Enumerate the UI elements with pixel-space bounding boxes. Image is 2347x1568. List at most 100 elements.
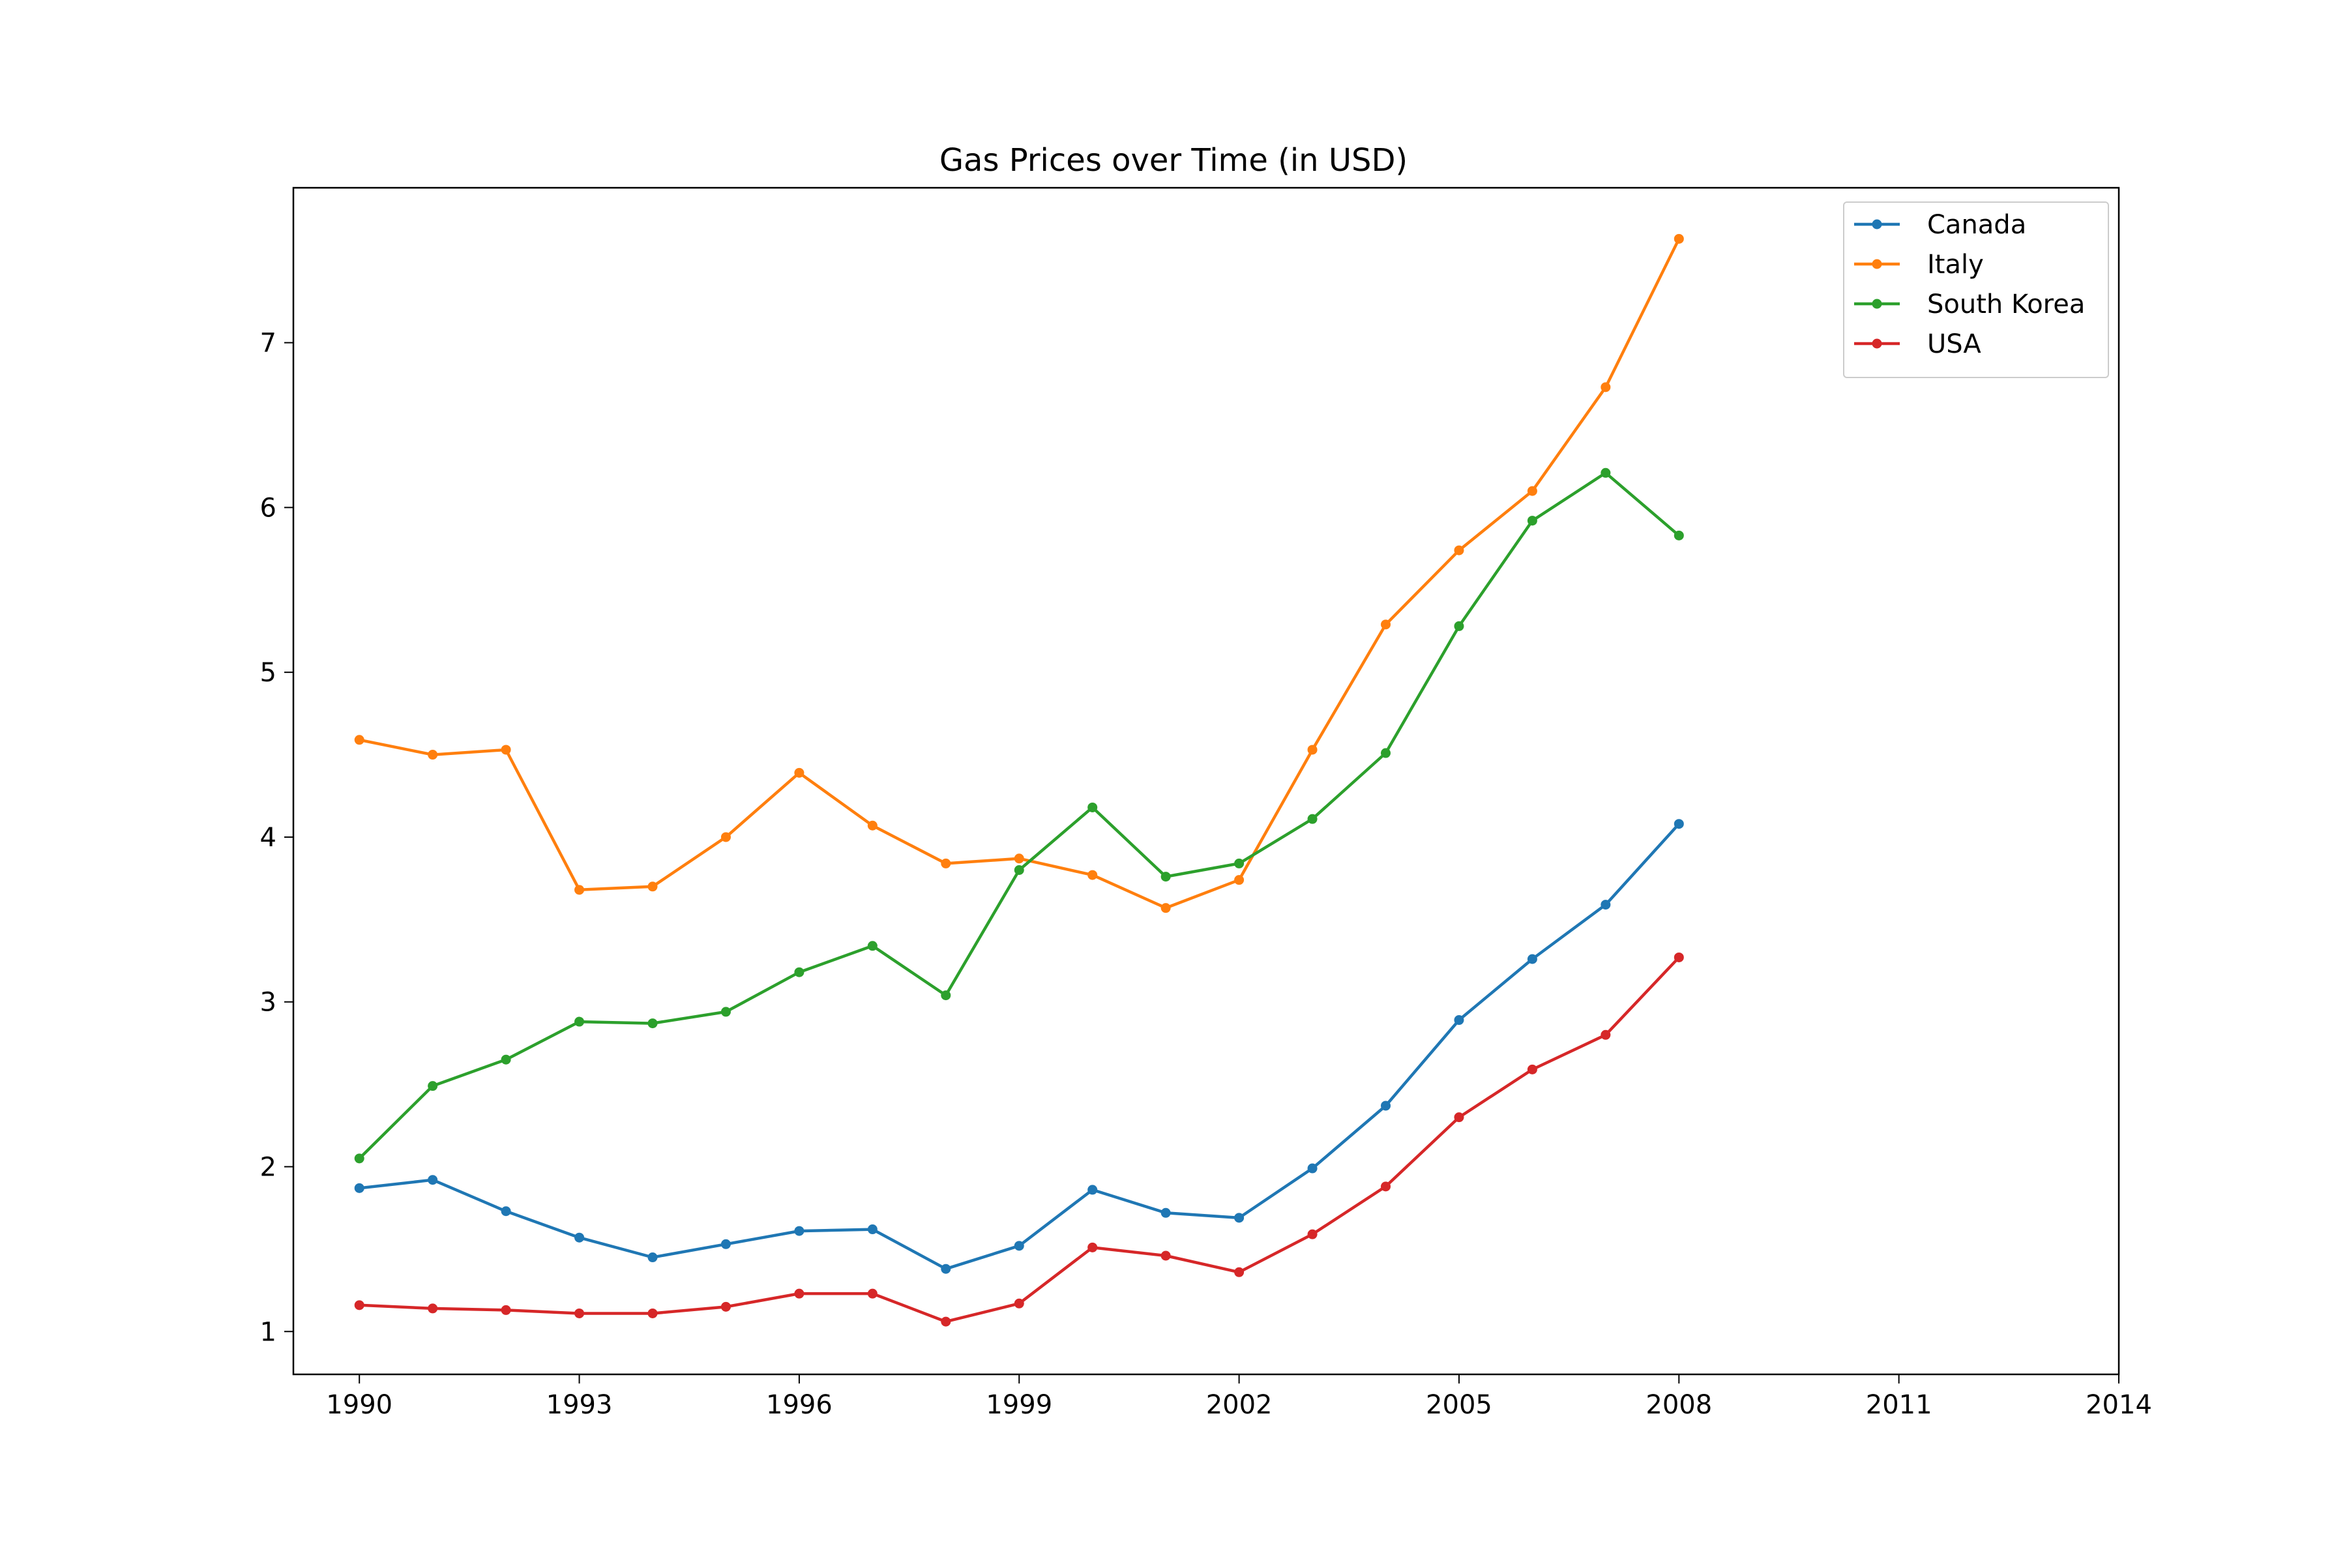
data-point xyxy=(720,1301,731,1312)
data-point xyxy=(794,1226,804,1236)
legend-marker xyxy=(1872,299,1882,309)
legend-item: Canada xyxy=(1854,210,2026,240)
y-tick-label: 6 xyxy=(260,493,276,523)
data-point xyxy=(1087,1185,1098,1195)
series-italy xyxy=(354,233,1684,913)
data-point xyxy=(354,1183,364,1193)
data-point xyxy=(354,1153,364,1164)
data-point xyxy=(1307,1163,1318,1174)
data-point xyxy=(794,1288,804,1299)
data-point xyxy=(1381,1101,1391,1111)
data-point xyxy=(501,745,511,755)
data-point xyxy=(354,1300,364,1310)
data-point xyxy=(867,1224,878,1235)
data-point xyxy=(941,990,951,1001)
x-tick-label: 2002 xyxy=(1206,1390,1273,1420)
data-point xyxy=(574,1308,585,1318)
plot-frame xyxy=(292,186,2120,1376)
x-tick-label: 1999 xyxy=(986,1390,1052,1420)
legend-label: USA xyxy=(1927,329,1981,359)
data-point xyxy=(501,1305,511,1315)
data-point xyxy=(428,1303,438,1314)
data-point xyxy=(1160,903,1171,913)
y-tick-label: 5 xyxy=(260,658,276,688)
legend-marker xyxy=(1872,338,1882,349)
data-point xyxy=(941,1316,951,1327)
data-point xyxy=(501,1206,511,1217)
x-tick-label: 2005 xyxy=(1426,1390,1492,1420)
data-point xyxy=(1014,1241,1024,1251)
data-point xyxy=(1234,1267,1245,1277)
x-tick-label: 1996 xyxy=(766,1390,833,1420)
data-point xyxy=(1014,853,1024,864)
data-point xyxy=(1307,745,1318,755)
data-point xyxy=(1160,1250,1171,1261)
data-point xyxy=(1527,954,1537,964)
data-point xyxy=(941,1264,951,1274)
y-tick-label: 3 xyxy=(260,988,276,1018)
y-tick-label: 1 xyxy=(260,1317,276,1347)
data-point xyxy=(1014,865,1024,875)
data-point xyxy=(1307,814,1318,824)
y-tick-label: 7 xyxy=(260,329,276,359)
legend: Canada Italy South Korea USA xyxy=(1843,201,2109,378)
data-point xyxy=(1234,1213,1245,1223)
data-point xyxy=(1087,802,1098,812)
data-point xyxy=(428,1081,438,1091)
data-point xyxy=(1527,516,1537,526)
series-canada xyxy=(354,819,1684,1274)
data-point xyxy=(1381,1181,1391,1192)
x-tick-label: 1990 xyxy=(326,1390,392,1420)
data-point xyxy=(1601,467,1611,478)
y-tick-label: 2 xyxy=(260,1153,276,1183)
data-point xyxy=(1234,858,1245,868)
legend-marker xyxy=(1872,259,1882,269)
data-point xyxy=(1234,875,1245,885)
data-point xyxy=(794,767,804,778)
data-point xyxy=(647,1018,658,1029)
series-south-korea xyxy=(354,467,1684,1164)
data-point xyxy=(574,1016,585,1027)
series-usa xyxy=(354,952,1684,1327)
data-point xyxy=(1454,621,1464,631)
legend-item: South Korea xyxy=(1854,289,2085,319)
data-point xyxy=(720,1007,731,1017)
data-point xyxy=(428,1175,438,1185)
data-point xyxy=(574,1232,585,1243)
x-tick-label: 1993 xyxy=(546,1390,613,1420)
data-point xyxy=(1014,1298,1024,1309)
data-point xyxy=(1381,748,1391,758)
data-point xyxy=(1087,870,1098,880)
data-point xyxy=(720,832,731,842)
data-point xyxy=(1601,1029,1611,1040)
legend-box xyxy=(1843,201,2109,378)
data-point xyxy=(574,885,585,895)
data-point xyxy=(1674,819,1684,829)
legend-item: Italy xyxy=(1854,250,1984,280)
data-point xyxy=(354,735,364,745)
chart-title: Gas Prices over Time (in USD) xyxy=(939,142,1408,179)
data-point xyxy=(1527,1064,1537,1074)
data-point xyxy=(867,941,878,951)
legend-label: Italy xyxy=(1927,250,1984,280)
data-point xyxy=(867,1288,878,1299)
data-point xyxy=(1674,233,1684,244)
data-point xyxy=(941,858,951,868)
plot-area xyxy=(354,233,1684,1327)
legend-marker xyxy=(1872,219,1882,229)
data-point xyxy=(1527,486,1537,496)
data-point xyxy=(428,750,438,760)
data-point xyxy=(1454,1015,1464,1026)
data-point xyxy=(794,967,804,977)
x-tick-label: 2011 xyxy=(1866,1390,1932,1420)
data-point xyxy=(1087,1242,1098,1252)
data-point xyxy=(1601,382,1611,392)
data-point xyxy=(647,1308,658,1318)
data-point xyxy=(720,1239,731,1249)
data-point xyxy=(1601,900,1611,910)
legend-label: South Korea xyxy=(1927,289,2085,319)
data-point xyxy=(1160,872,1171,882)
x-axis: 1990 1993 1996 1999 2002 2005 2008 2011 2014 xyxy=(326,1374,2152,1420)
data-point xyxy=(647,1252,658,1263)
